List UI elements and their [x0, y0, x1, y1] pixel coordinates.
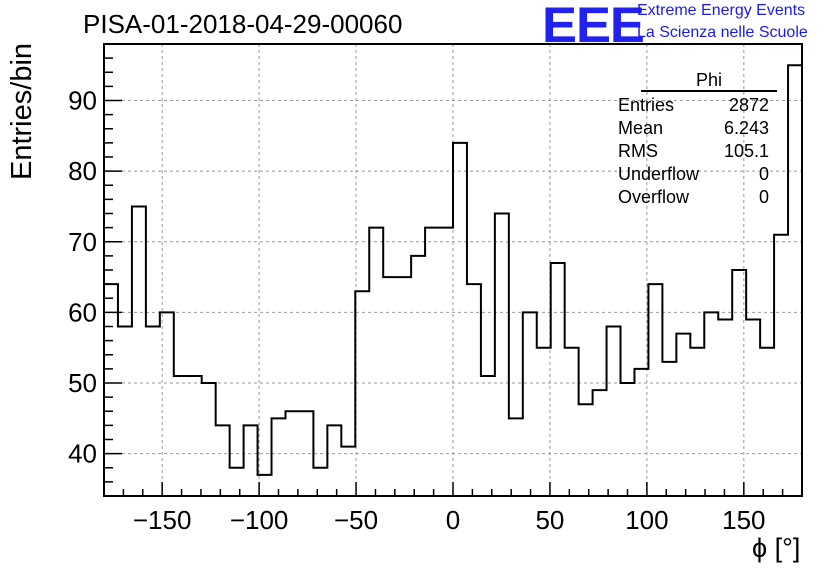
stats-row: Mean 6.243 — [611, 117, 777, 140]
x-tick-label: −150 — [133, 505, 192, 535]
x-tick-label: 100 — [625, 505, 668, 535]
stats-row: Underflow 0 — [611, 163, 777, 186]
stats-value: 6.243 — [723, 118, 769, 138]
axis-ticks — [103, 43, 803, 497]
stats-value: 0 — [758, 164, 769, 184]
stats-label: Underflow — [618, 164, 700, 184]
y-axis-label: Entries/bin — [6, 42, 38, 180]
x-tick-label: 50 — [535, 505, 564, 535]
brand-line-1: Extreme Energy Events — [637, 2, 806, 19]
stats-row: RMS 105.1 — [611, 140, 777, 163]
x-tick-label: −100 — [230, 505, 289, 535]
y-tick-label: 60 — [68, 297, 97, 327]
y-tick-labels: 40 50 60 70 80 90 — [68, 86, 97, 469]
x-tick-label: 150 — [722, 505, 765, 535]
stats-label: Mean — [618, 118, 664, 138]
stats-label: RMS — [618, 141, 658, 161]
x-axis-label: ϕ [°] — [752, 533, 801, 563]
stats-value: 0 — [758, 187, 769, 207]
stats-value: 105.1 — [723, 141, 769, 161]
x-tick-label: −50 — [334, 505, 378, 535]
brand-line-2: La Scienza nelle Scuole — [637, 24, 808, 41]
y-tick-label: 70 — [68, 227, 97, 257]
stats-box: Phi Entries 2872 Mean 6.243 RMS 105.1 Un… — [611, 70, 777, 209]
y-tick-label: 90 — [68, 86, 97, 116]
stats-row: Entries 2872 — [611, 94, 777, 117]
x-tick-label: 0 — [446, 505, 460, 535]
stats-box-name: Phi — [641, 70, 777, 92]
eee-logo: EEE — [542, 0, 645, 53]
y-tick-label: 50 — [68, 368, 97, 398]
chart-title: PISA-01-2018-04-29-00060 — [83, 9, 403, 39]
stats-label: Overflow — [618, 187, 690, 207]
y-tick-label: 40 — [68, 439, 97, 469]
stats-label: Entries — [618, 95, 675, 115]
stats-value: 2872 — [728, 95, 769, 115]
x-tick-labels: −150 −100 −50 0 50 100 150 — [133, 505, 766, 535]
histogram-step-line — [104, 64, 802, 476]
stats-row: Overflow 0 — [611, 186, 777, 209]
y-tick-label: 80 — [68, 156, 97, 186]
